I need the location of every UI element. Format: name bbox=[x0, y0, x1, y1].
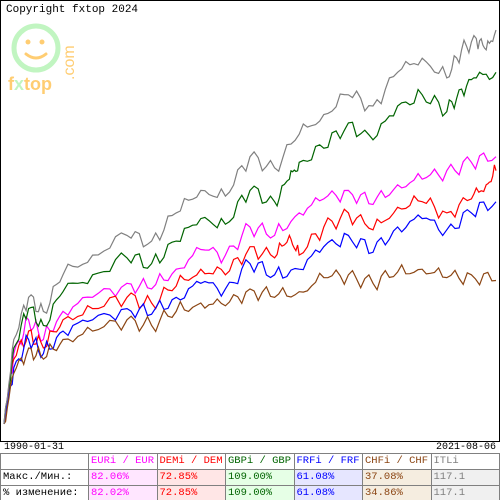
cell-maxmin: 117.1 bbox=[431, 470, 500, 486]
series-demi-dem bbox=[4, 165, 496, 424]
cell-change: 109.00% bbox=[226, 486, 295, 500]
col-header: FRFi / FRF bbox=[294, 454, 363, 470]
cell-change: 82.02% bbox=[89, 486, 158, 500]
col-header: CHFi / CHF bbox=[363, 454, 432, 470]
line-chart bbox=[0, 0, 500, 442]
series-chfi-chf bbox=[4, 265, 496, 424]
cell-maxmin: 82.06% bbox=[89, 470, 158, 486]
chart-container: Copyright fxtop 2024 fxtop .com 1990-01-… bbox=[0, 0, 500, 500]
col-header: EURi / EUR bbox=[89, 454, 158, 470]
cell-maxmin: 61.08% bbox=[294, 470, 363, 486]
cell-change: 61.08% bbox=[294, 486, 363, 500]
table-row: Макс./Мин.:82.06%72.85%109.00%61.08%37.0… bbox=[1, 470, 500, 486]
cell-maxmin: 72.85% bbox=[157, 470, 226, 486]
x-axis-start-label: 1990-01-31 bbox=[4, 442, 64, 453]
cell-maxmin: 109.00% bbox=[226, 470, 295, 486]
col-header: GBPi / GBP bbox=[226, 454, 295, 470]
cell-change: 72.85% bbox=[157, 486, 226, 500]
table-header-row: EURi / EURDEMi / DEMGBPi / GBPFRFi / FRF… bbox=[1, 454, 500, 470]
col-header: ITLi bbox=[431, 454, 500, 470]
col-header: DEMi / DEM bbox=[157, 454, 226, 470]
cell-change: 117.1 bbox=[431, 486, 500, 500]
series-frfi-frf bbox=[4, 202, 496, 424]
summary-table: EURi / EURDEMi / DEMGBPi / GBPFRFi / FRF… bbox=[0, 453, 500, 500]
cell-change: 34.86% bbox=[363, 486, 432, 500]
series-gbpi-gbp bbox=[4, 72, 496, 424]
cell-maxmin: 37.08% bbox=[363, 470, 432, 486]
x-axis-end-label: 2021-08-06 bbox=[436, 442, 496, 453]
table-row: % изменение:82.02%72.85%109.00%61.08%34.… bbox=[1, 486, 500, 500]
